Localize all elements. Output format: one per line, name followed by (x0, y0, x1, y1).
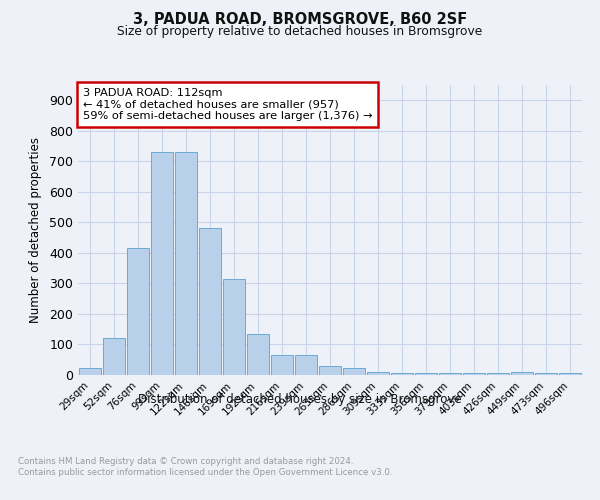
Bar (199, 228, 221, 375)
Text: 3, PADUA ROAD, BROMSGROVE, B60 2SF: 3, PADUA ROAD, BROMSGROVE, B60 2SF (133, 12, 467, 28)
Bar (487, 374, 509, 375)
Bar (415, 374, 437, 375)
Bar (247, 334, 269, 375)
Bar (175, 152, 197, 375)
Bar (439, 374, 461, 375)
Text: Size of property relative to detached houses in Bromsgrove: Size of property relative to detached ho… (118, 25, 482, 38)
Text: Distribution of detached houses by size in Bromsgrove: Distribution of detached houses by size … (138, 392, 462, 406)
Bar (223, 280, 245, 375)
Bar (127, 248, 149, 375)
Text: 3 PADUA ROAD: 112sqm
← 41% of detached houses are smaller (957)
59% of semi-deta: 3 PADUA ROAD: 112sqm ← 41% of detached h… (83, 88, 373, 121)
Bar (79, 368, 101, 375)
Bar (319, 366, 341, 375)
Y-axis label: Number of detached properties: Number of detached properties (29, 137, 42, 323)
Bar (511, 372, 533, 375)
Text: Contains HM Land Registry data © Crown copyright and database right 2024.
Contai: Contains HM Land Registry data © Crown c… (18, 458, 392, 477)
Bar (463, 374, 485, 375)
Bar (391, 374, 413, 375)
Bar (295, 355, 317, 375)
Bar (535, 374, 557, 375)
Bar (271, 355, 293, 375)
Bar (103, 338, 125, 375)
Bar (151, 152, 173, 375)
Bar (343, 368, 365, 375)
Bar (559, 374, 581, 375)
Bar (367, 372, 389, 375)
